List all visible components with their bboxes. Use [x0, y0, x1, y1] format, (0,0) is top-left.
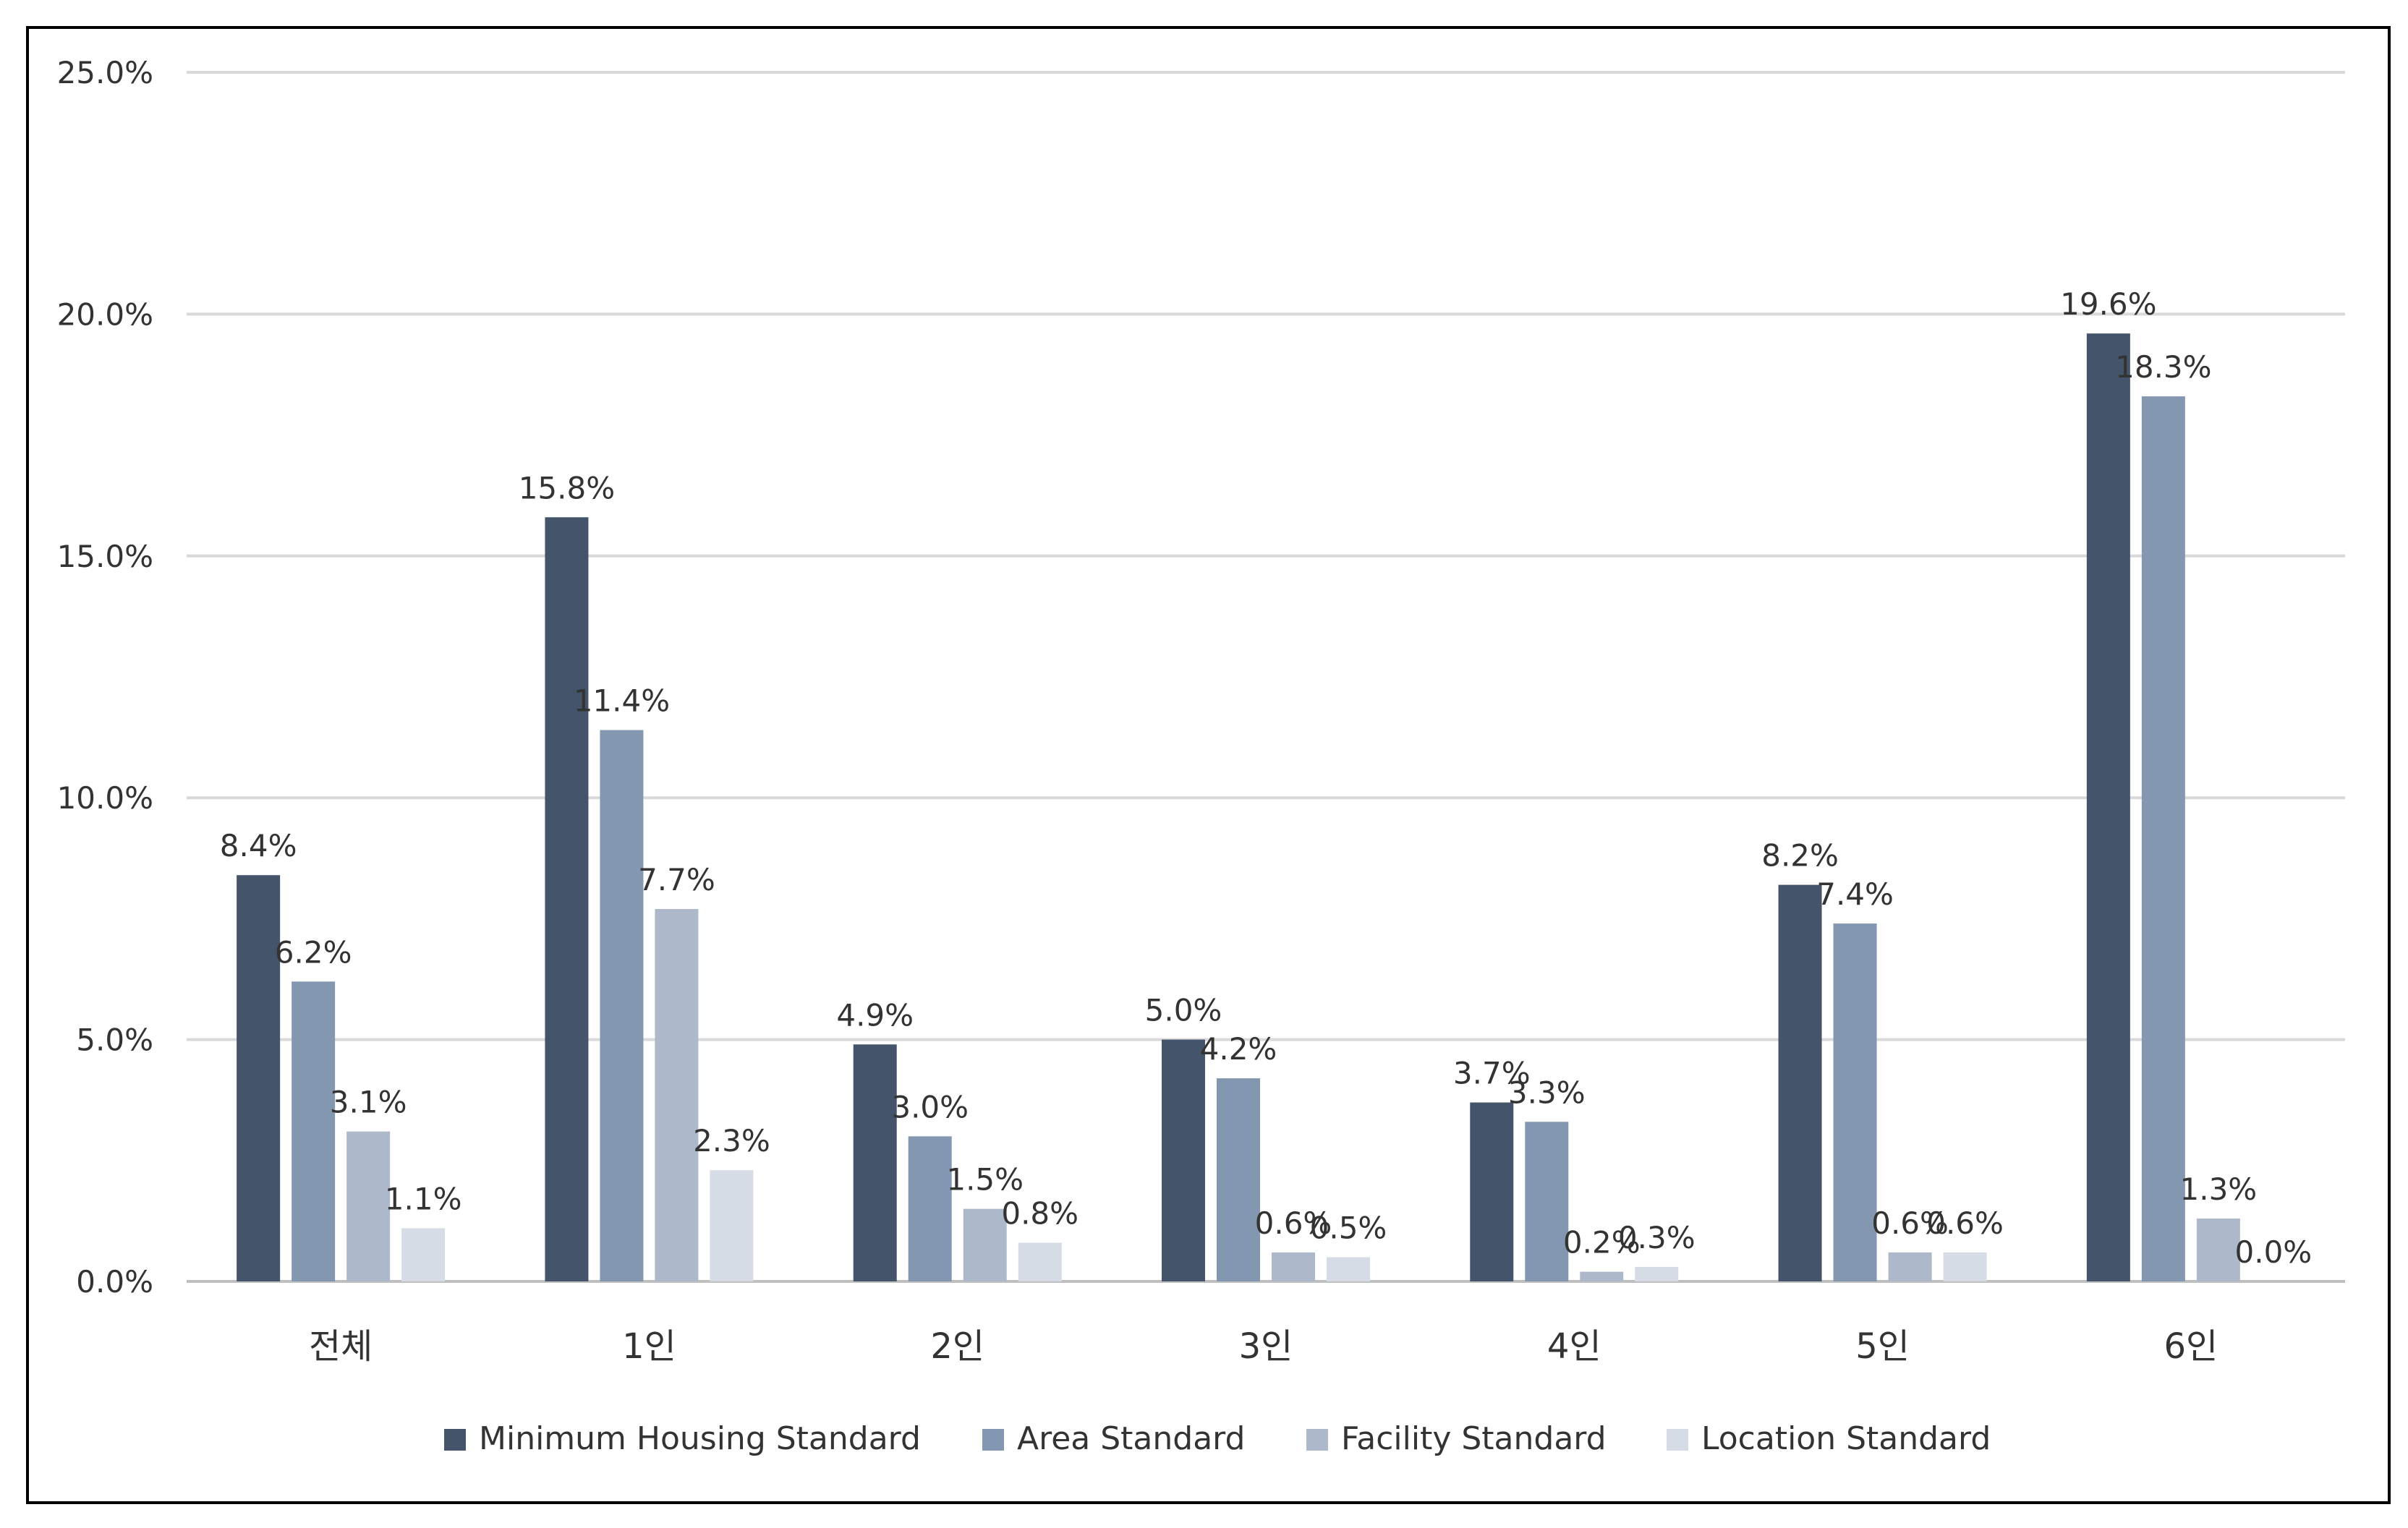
data-label: 1.5% [946, 1162, 1024, 1198]
bar-3-4 [1272, 1252, 1315, 1281]
bar-3-2 [655, 909, 699, 1281]
legend-swatch [982, 1429, 1004, 1451]
bar-1-1 [237, 875, 281, 1281]
data-label: 6.2% [275, 934, 352, 970]
x-category-label: 전체 [309, 1326, 373, 1367]
bar-4-3 [1018, 1242, 1062, 1281]
data-label: 3.3% [1508, 1075, 1586, 1110]
bar-2-1 [292, 981, 336, 1281]
data-labels: 8.4% 6.2% 3.1% 1.1% 15.8% 11.4% 7.7% 2.3% 4.9% 3.… [220, 286, 2312, 1270]
bars [237, 333, 2240, 1282]
data-label: 0.8% [1001, 1195, 1079, 1231]
bar-2-7 [2141, 396, 2185, 1282]
data-label: 1.3% [2180, 1171, 2258, 1207]
data-label: 0.6% [1871, 1205, 1949, 1241]
data-label: 5.0% [1145, 993, 1222, 1028]
x-category-label: 3인 [1239, 1326, 1293, 1367]
data-label: 0.6% [1926, 1205, 2004, 1241]
data-label: 4.9% [836, 997, 914, 1033]
bar-4-4 [1327, 1257, 1370, 1281]
x-category-label: 2인 [930, 1326, 984, 1367]
data-label: 8.2% [1761, 838, 1839, 874]
data-label: 1.1% [385, 1181, 462, 1216]
data-label: 7.7% [638, 862, 715, 897]
data-label: 3.0% [891, 1089, 969, 1124]
x-category-label: 6인 [2164, 1326, 2218, 1367]
bar-4-5 [1635, 1266, 1679, 1281]
bar-1-5 [1470, 1102, 1514, 1281]
y-tick-label: 10.0% [57, 780, 153, 816]
data-label: 11.4% [574, 683, 670, 719]
data-label: 0.3% [1618, 1220, 1696, 1255]
data-label: 3.1% [330, 1085, 407, 1120]
x-category-label: 1인 [622, 1326, 676, 1367]
data-label: 0.5% [1310, 1211, 1387, 1246]
data-label: 7.4% [1816, 876, 1894, 912]
bar-1-3 [853, 1044, 897, 1281]
y-axis-ticks: 0.0% 5.0% 10.0% 15.0% 20.0% 25.0% [57, 55, 153, 1299]
bar-2-2 [600, 730, 644, 1281]
x-category-label: 5인 [1855, 1326, 1910, 1367]
bar-2-6 [1833, 923, 1877, 1281]
data-label: 0.0% [2235, 1234, 2313, 1270]
bar-3-1 [346, 1131, 391, 1281]
data-label: 3.7% [1453, 1056, 1531, 1091]
bar-4-6 [1943, 1252, 1987, 1281]
bar-3-3 [963, 1208, 1007, 1281]
legend-label: Facility Standard [1341, 1420, 1607, 1457]
bar-1-6 [1778, 884, 1822, 1281]
legend-label: Location Standard [1701, 1420, 1991, 1457]
y-tick-label: 15.0% [57, 539, 153, 574]
bar-3-6 [1888, 1252, 1932, 1281]
bar-2-5 [1525, 1122, 1569, 1281]
bar-2-3 [908, 1136, 952, 1281]
data-label: 2.3% [693, 1123, 770, 1158]
data-label: 0.6% [1255, 1205, 1332, 1241]
data-label: 4.2% [1200, 1031, 1277, 1067]
legend-swatch [1306, 1429, 1328, 1451]
bar-3-7 [2196, 1218, 2240, 1281]
legend: Minimum Housing Standard Area Standard Fac… [444, 1420, 1991, 1457]
data-label: 19.6% [2060, 286, 2156, 322]
bar-1-7 [2086, 333, 2130, 1282]
bar-1-4 [1162, 1039, 1205, 1281]
y-tick-label: 0.0% [76, 1264, 153, 1299]
legend-swatch [1667, 1429, 1688, 1451]
x-category-label: 4인 [1547, 1326, 1601, 1367]
legend-swatch [444, 1429, 466, 1451]
data-label: 18.3% [2115, 349, 2211, 385]
data-label: 0.2% [1563, 1225, 1641, 1260]
bar-3-5 [1580, 1271, 1624, 1281]
bar-1-2 [545, 517, 589, 1281]
data-label: 15.8% [519, 470, 615, 505]
y-tick-label: 5.0% [76, 1023, 153, 1058]
bar-4-2 [710, 1170, 754, 1281]
y-tick-label: 20.0% [57, 296, 153, 332]
data-label: 8.4% [220, 828, 297, 863]
y-tick-label: 25.0% [57, 55, 153, 90]
legend-label: Minimum Housing Standard [479, 1420, 921, 1457]
legend-label: Area Standard [1017, 1420, 1245, 1457]
bar-2-4 [1217, 1078, 1260, 1281]
bar-4-1 [401, 1228, 446, 1281]
x-axis-categories: 전체 1인 2인 3인 4인 5인 6인 [309, 1326, 2218, 1367]
